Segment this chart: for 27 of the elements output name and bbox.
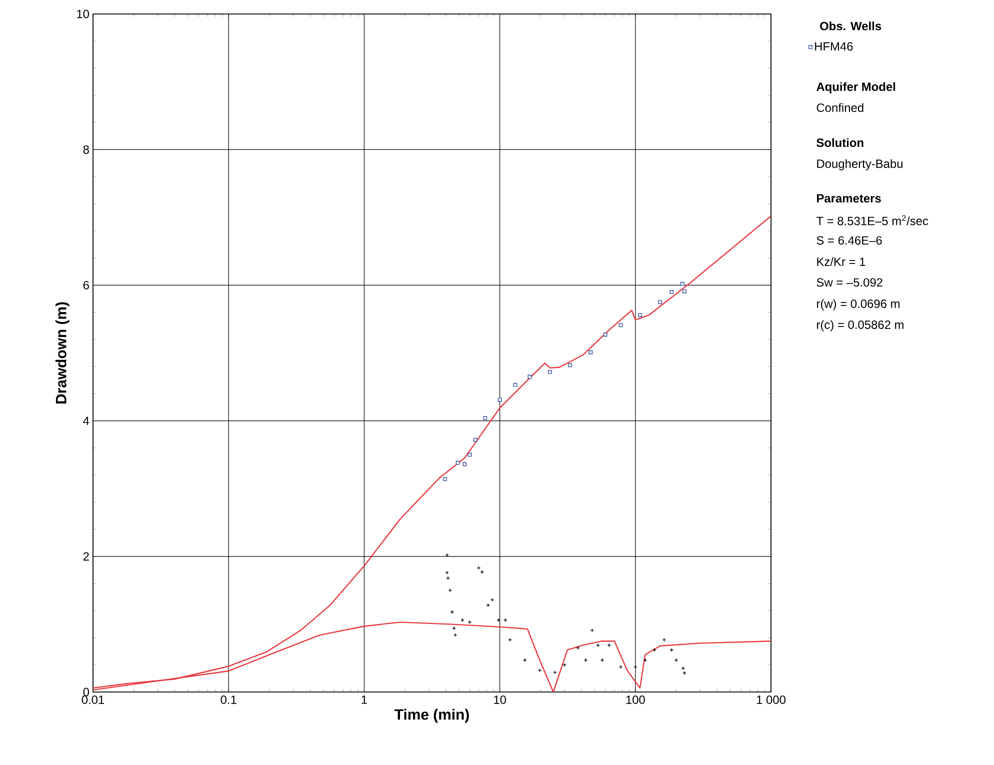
x-axis-title: Time (min) (394, 708, 469, 723)
text: T = 8.531E–5 m$^{2}$/sec (816, 215, 928, 226)
y-axis-title: Drawdown (m) (55, 302, 70, 404)
y-tick-label: 6 (83, 280, 89, 290)
text: r(w) = 0.0696 m (817, 299, 900, 310)
text: Sw = –5.092 (816, 278, 882, 287)
y-tick-label: 2 (83, 552, 89, 561)
y-tick-label: 0 (83, 688, 90, 696)
text: Confined (816, 103, 864, 112)
text: r(c) = 0.05862 m (817, 320, 904, 332)
y-tick-label: 4 (83, 416, 90, 425)
text: Dougherty-Babu (817, 159, 902, 170)
legend-label: HFM46 (815, 42, 853, 51)
text: S = 6.46E–6 (816, 236, 882, 245)
y-tick-label: 8 (83, 145, 89, 154)
x-tick-label: 10 (494, 696, 506, 704)
x-tick-label: 1 (362, 696, 367, 704)
x-tick-label: 0.01 (82, 696, 104, 704)
text: Aquifer Model (816, 82, 896, 94)
x-tick-label: 1 000 (756, 696, 786, 704)
text: Solution (816, 138, 864, 147)
legend-title: Obs. Wells (820, 22, 882, 30)
text: Kz/Kr = 1 (817, 257, 866, 266)
x-tick-label: 0.1 (220, 696, 236, 704)
x-tick-label: 100 (626, 696, 645, 704)
y-tick-label: 10 (77, 10, 90, 18)
text: Parameters (817, 194, 881, 203)
